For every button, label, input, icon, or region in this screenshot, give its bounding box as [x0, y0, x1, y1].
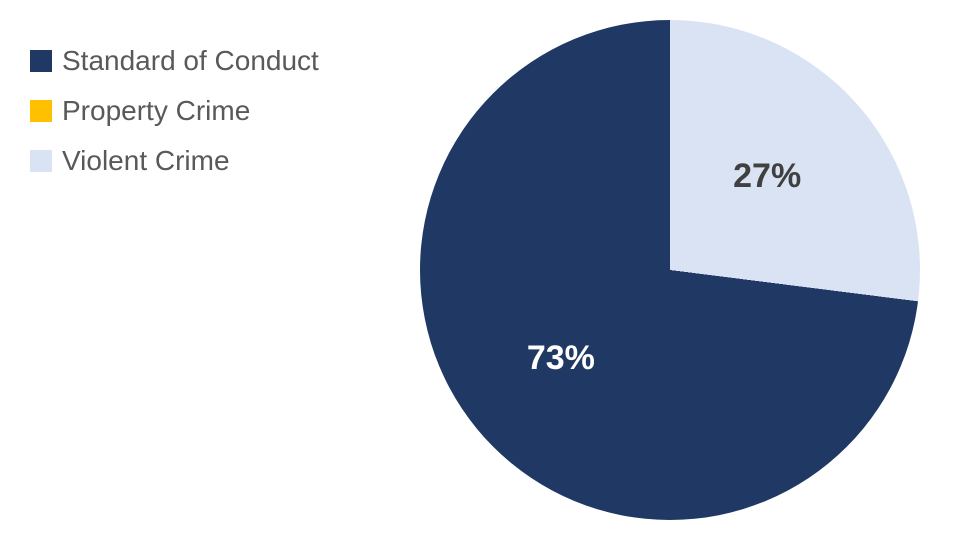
chart-container: Standard of Conduct Property Crime Viole… [0, 0, 967, 536]
legend-label: Standard of Conduct [62, 45, 319, 77]
legend-item-violent-crime: Violent Crime [30, 145, 319, 177]
legend-swatch [30, 150, 52, 172]
legend-label: Violent Crime [62, 145, 230, 177]
slice-label-standard-of-conduct: 73% [527, 339, 595, 378]
legend-item-property-crime: Property Crime [30, 95, 319, 127]
pie-graphic [420, 20, 920, 520]
legend-swatch [30, 100, 52, 122]
legend-label: Property Crime [62, 95, 250, 127]
slice-label-violent-crime: 27% [733, 157, 801, 196]
legend-swatch [30, 50, 52, 72]
legend-item-standard-of-conduct: Standard of Conduct [30, 45, 319, 77]
legend: Standard of Conduct Property Crime Viole… [30, 45, 319, 177]
pie-chart: 27% 73% [420, 20, 920, 520]
